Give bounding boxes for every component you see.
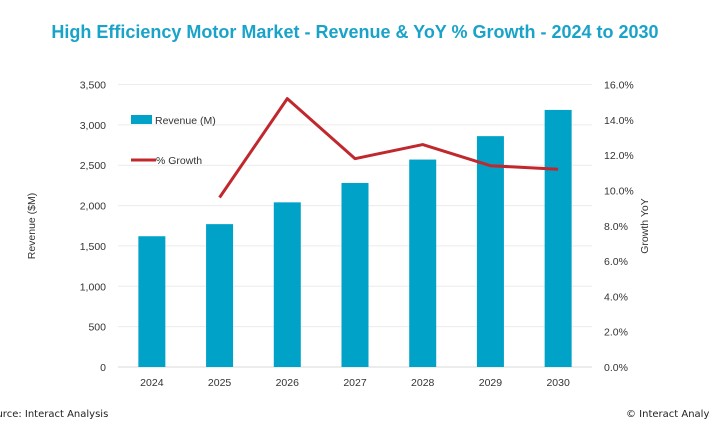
bar-2025 xyxy=(206,224,234,367)
y-right-tick-label: 16.0% xyxy=(604,80,634,92)
bar-2030 xyxy=(544,109,572,368)
y-tick-label: 3,500 xyxy=(80,80,106,92)
legend-revenue-swatch xyxy=(131,115,152,124)
source-note: Source: Interact Analysis xyxy=(0,409,109,420)
y-right-axis-label: Growth YoY xyxy=(639,198,651,253)
bar-2028 xyxy=(409,159,437,367)
x-tick-label: 2028 xyxy=(411,377,435,389)
chart-title: High Efficiency Motor Market - Revenue &… xyxy=(51,22,659,42)
y-right-tick-label: 0.0% xyxy=(604,362,628,374)
bar-2029 xyxy=(476,136,504,367)
x-tick-label: 2030 xyxy=(546,377,570,389)
y-right-tick-label: 8.0% xyxy=(604,221,628,233)
y-right-tick-label: 6.0% xyxy=(604,256,628,268)
bar-2026 xyxy=(273,202,301,367)
y-tick-label: 2,500 xyxy=(80,160,106,172)
growth-line xyxy=(218,97,559,199)
y-tick-label: 500 xyxy=(88,322,106,334)
y-tick-label: 1,500 xyxy=(80,241,106,253)
y-right-tick-label: 14.0% xyxy=(604,115,634,127)
x-tick-label: 2024 xyxy=(140,377,164,389)
bar-2024 xyxy=(138,236,166,367)
y-right-tick-label: 12.0% xyxy=(604,150,634,162)
y-tick-label: 3,000 xyxy=(80,120,106,132)
y-right-tick-label: 10.0% xyxy=(604,185,634,197)
legend-revenue-label: Revenue (M) xyxy=(155,115,216,127)
x-tick-label: 2025 xyxy=(208,377,232,389)
y-tick-label: 2,000 xyxy=(80,201,106,213)
legend-growth-label: % Growth xyxy=(156,155,202,167)
y-tick-label: 1,000 xyxy=(80,281,106,293)
bar-2027 xyxy=(341,182,369,367)
x-tick-label: 2027 xyxy=(343,377,367,389)
x-tick-label: 2026 xyxy=(276,377,300,389)
y-tick-label: 0 xyxy=(100,362,106,374)
y-right-tick-label: 4.0% xyxy=(604,291,628,303)
y-axis-label: Revenue ($M) xyxy=(26,193,38,260)
x-tick-label: 2029 xyxy=(479,377,503,389)
copyright-note: © Interact Analysis 2 xyxy=(626,409,710,420)
y-right-tick-label: 2.0% xyxy=(604,327,628,339)
